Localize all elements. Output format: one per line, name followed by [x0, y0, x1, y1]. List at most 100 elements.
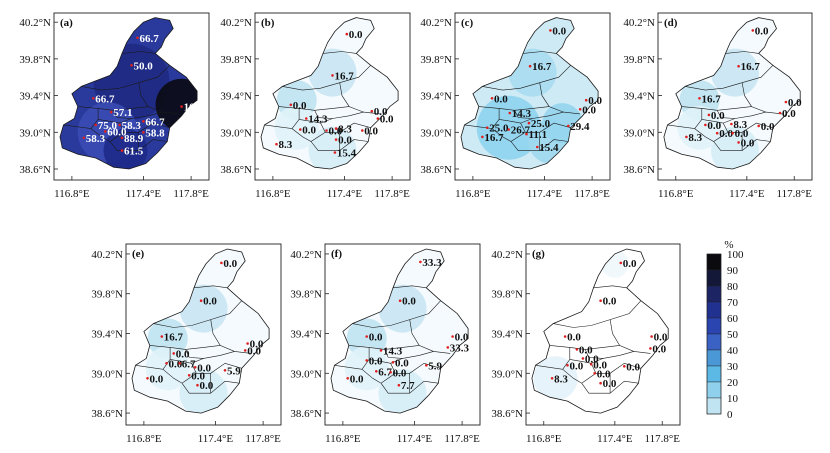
lat-tick-label: 39.0°N	[290, 368, 322, 380]
lon-tick-label: 117.4°E	[597, 433, 633, 445]
colorbar-segment	[706, 301, 722, 319]
station-dot	[165, 362, 168, 365]
lat-tick-label: 39.8°N	[623, 54, 655, 66]
colorbar-tick-label: 0	[727, 409, 733, 421]
station-dot	[490, 97, 494, 100]
district-boundaries	[264, 51, 381, 151]
station-value: 8.3	[554, 373, 568, 385]
region-outline	[131, 248, 270, 414]
colorbar-segment	[706, 253, 722, 271]
lat-tick-label: 39.8°N	[420, 54, 452, 66]
lon-tick-label: 117.4°E	[126, 188, 162, 200]
station-value: 66.7	[140, 33, 160, 45]
station-value: 0.0	[200, 380, 214, 392]
station-dot	[566, 364, 569, 367]
station-dot	[361, 129, 364, 132]
lon-tick-label: 117.4°E	[327, 188, 363, 200]
panel-label: (f)	[331, 248, 342, 260]
lon-tick-label: 117.8°E	[444, 433, 480, 445]
station-value: 0.0	[176, 348, 190, 360]
station-value: 16.7	[702, 93, 722, 105]
station-dot	[305, 117, 308, 120]
station-dot	[584, 98, 588, 102]
station-value: 0.0	[338, 135, 352, 147]
colorbar-segment	[706, 381, 722, 399]
lat-tick-label: 38.6°N	[19, 164, 51, 176]
lat-tick-label: 39.4°N	[623, 91, 655, 103]
station-value: 0.0	[755, 25, 769, 37]
lon-tick-label: 117.8°E	[374, 188, 410, 200]
station-value: 60.0	[107, 126, 127, 138]
station-value: 58.3	[86, 133, 106, 145]
station-value: 11.1	[529, 129, 548, 141]
colorbar-tick-label: 10	[727, 393, 739, 405]
station-dot	[707, 113, 711, 117]
lon-tick-label: 117.4°E	[198, 433, 234, 445]
lat-tick-label: 38.6°N	[623, 164, 655, 176]
station-value: 0.0	[247, 345, 261, 357]
station-dot	[599, 299, 602, 303]
station-dot	[481, 135, 484, 139]
lat-tick-label: 39.0°N	[623, 127, 655, 139]
station-value: 6.7	[378, 366, 392, 378]
station-value: 0.0	[585, 353, 599, 365]
lat-tick-label: 39.8°N	[290, 289, 322, 301]
station-dot	[142, 120, 145, 123]
map-panel-f: (f)33.30.00.0 0.033.314.30.0 0.0 5.96.7 0.00…	[290, 243, 481, 445]
station-dot	[109, 110, 113, 114]
station-dot	[220, 261, 223, 265]
station-dot	[118, 123, 121, 127]
station-value: 0.0	[302, 125, 316, 137]
station-dot	[193, 366, 197, 369]
panel-label: (a)	[60, 17, 73, 29]
station-dot	[82, 136, 86, 140]
station-value: 8.3	[688, 132, 702, 144]
station-dot	[331, 74, 334, 77]
lon-tick-label: 117.8°E	[173, 188, 209, 200]
station-dot	[120, 149, 124, 152]
station-dot	[391, 361, 395, 364]
colorbar-tick-label: 50	[727, 329, 739, 341]
station-value: 14.3	[383, 345, 403, 357]
station-value: 16.7	[532, 61, 552, 73]
region-outline	[260, 17, 399, 170]
lat-tick-label: 39.0°N	[491, 368, 523, 380]
station-dot	[376, 117, 380, 120]
lon-tick-label: 116.8°E	[526, 433, 562, 445]
station-value: 0.0	[707, 120, 721, 132]
map-panel-b: (b)0.016.70.00.00.014.30.0 0.08.3 0.00.08.…	[220, 12, 411, 200]
lat-tick-label: 38.6°N	[420, 164, 452, 176]
station-value: 0.0	[552, 25, 566, 37]
station-dot	[375, 370, 378, 373]
lat-tick-label: 39.8°N	[491, 289, 523, 301]
lon-tick-label: 116.8°E	[54, 188, 90, 200]
station-dot	[525, 132, 528, 136]
station-dot	[650, 335, 653, 338]
station-dot	[379, 349, 383, 352]
lat-tick-label: 40.2°N	[220, 17, 252, 29]
lat-tick-label: 39.8°N	[220, 54, 252, 66]
lat-tick-label: 40.2°N	[290, 249, 322, 261]
lat-tick-label: 38.6°N	[491, 408, 523, 420]
colorbar-segment	[706, 269, 722, 287]
station-dot	[578, 108, 582, 111]
station-dot	[370, 109, 374, 113]
lat-tick-label: 39.8°N	[19, 54, 51, 66]
station-dot	[536, 145, 539, 149]
station-dot	[187, 374, 191, 377]
station-value: 0.0	[393, 367, 407, 379]
station-dot	[136, 36, 139, 40]
station-value: 0.0	[380, 114, 394, 126]
station-dot	[104, 130, 107, 133]
station-value: 0.0	[402, 296, 416, 308]
station-dot	[334, 138, 338, 141]
station-dot	[146, 377, 149, 380]
station-dot	[507, 128, 511, 131]
station-value: 0.0	[494, 93, 508, 105]
station-value: 0.0	[652, 343, 666, 355]
station-value: 0.0	[623, 258, 637, 270]
station-value: 8.3	[733, 119, 747, 131]
lon-tick-label: 117.4°E	[729, 188, 765, 200]
lon-tick-label: 116.8°E	[658, 188, 694, 200]
